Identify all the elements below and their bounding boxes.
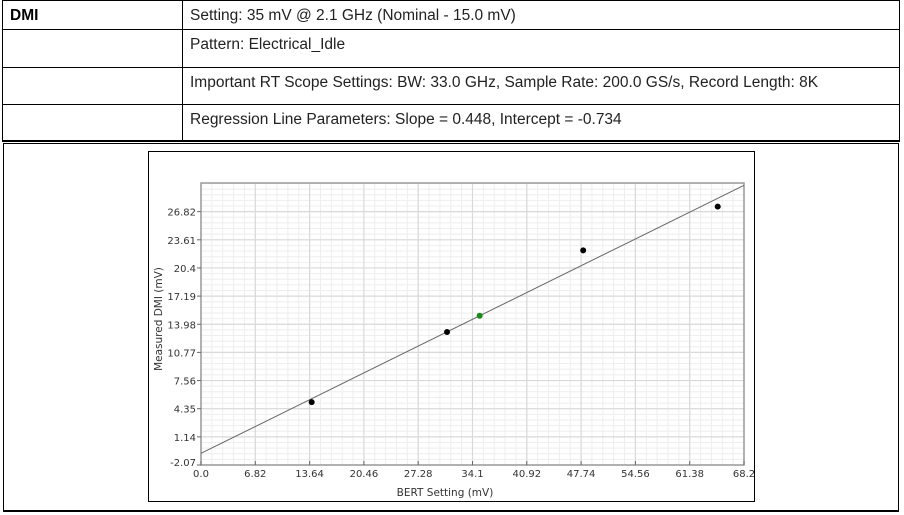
- data-point: [308, 399, 315, 406]
- y-tick-label: 7.56: [174, 377, 196, 388]
- scatter-chart: -2.07 1.14 4.35 7.56 10.77 13.98 17.19 20.4 23.6…: [153, 182, 755, 499]
- data-point: [444, 328, 451, 335]
- table-row: Pattern: Electrical_Idle: [2, 29, 900, 68]
- pattern-text: Pattern: Electrical_Idle: [182, 29, 900, 68]
- x-tick-label: 27.28: [404, 469, 433, 480]
- y-tick-label: 1.14: [174, 433, 196, 444]
- row-label-empty: [2, 104, 183, 141]
- table-row: Important RT Scope Settings: BW: 33.0 GH…: [2, 67, 900, 105]
- y-tick-label: 26.82: [167, 208, 196, 219]
- x-tick-label: 13.64: [295, 469, 324, 480]
- y-tick-label: -2.07: [170, 458, 196, 469]
- x-tick-label: 40.92: [512, 469, 541, 480]
- x-tick-label: 61.38: [675, 469, 704, 480]
- x-tick-label: 68.2: [733, 469, 754, 480]
- y-tick-label: 23.61: [167, 236, 196, 247]
- data-point: [714, 203, 721, 210]
- y-tick-label: 20.4: [174, 264, 196, 275]
- x-axis: 0.0 6.82 13.64 20.46 27.28 34.1 40.92 47.74 54.5…: [193, 461, 755, 480]
- grid-major: [200, 183, 745, 466]
- y-tick-label: 4.35: [174, 405, 196, 416]
- x-tick-label: 6.82: [244, 469, 266, 480]
- scope-settings-text: Important RT Scope Settings: BW: 33.0 GH…: [182, 67, 900, 105]
- y-tick-label: 13.98: [167, 320, 196, 331]
- setting-text: Setting: 35 mV @ 2.1 GHz (Nominal - 15.0…: [182, 0, 900, 30]
- info-table: DMI Setting: 35 mV @ 2.1 GHz (Nominal - …: [2, 0, 900, 142]
- table-row: DMI Setting: 35 mV @ 2.1 GHz (Nominal - …: [2, 0, 900, 30]
- chart-frame: -2.07 1.14 4.35 7.56 10.77 13.98 17.19 20.4 23.6…: [148, 151, 755, 502]
- data-point: [580, 247, 587, 254]
- row-label-empty: [2, 29, 183, 68]
- y-tick-label: 10.77: [167, 348, 196, 359]
- y-tick-label: 17.19: [167, 292, 196, 303]
- row-label-empty: [2, 67, 183, 105]
- y-axis-label: Measured DMI (mV): [153, 267, 165, 371]
- x-axis-label: BERT Setting (mV): [397, 487, 494, 499]
- chart-cell: [3, 143, 899, 512]
- row-label: DMI: [2, 0, 183, 30]
- x-tick-label: 54.56: [621, 469, 650, 480]
- x-tick-label: 20.46: [350, 469, 379, 480]
- y-axis: -2.07 1.14 4.35 7.56 10.77 13.98 17.19 20.4 23.6…: [167, 208, 201, 469]
- x-tick-label: 34.1: [461, 469, 483, 480]
- regression-params-text: Regression Line Parameters: Slope = 0.44…: [182, 104, 900, 141]
- regression-line: [200, 184, 745, 454]
- table-row: Regression Line Parameters: Slope = 0.44…: [2, 104, 900, 141]
- data-point: [476, 312, 483, 319]
- x-tick-label: 0.0: [193, 469, 209, 480]
- data-points: [308, 203, 721, 406]
- x-tick-label: 47.74: [567, 469, 596, 480]
